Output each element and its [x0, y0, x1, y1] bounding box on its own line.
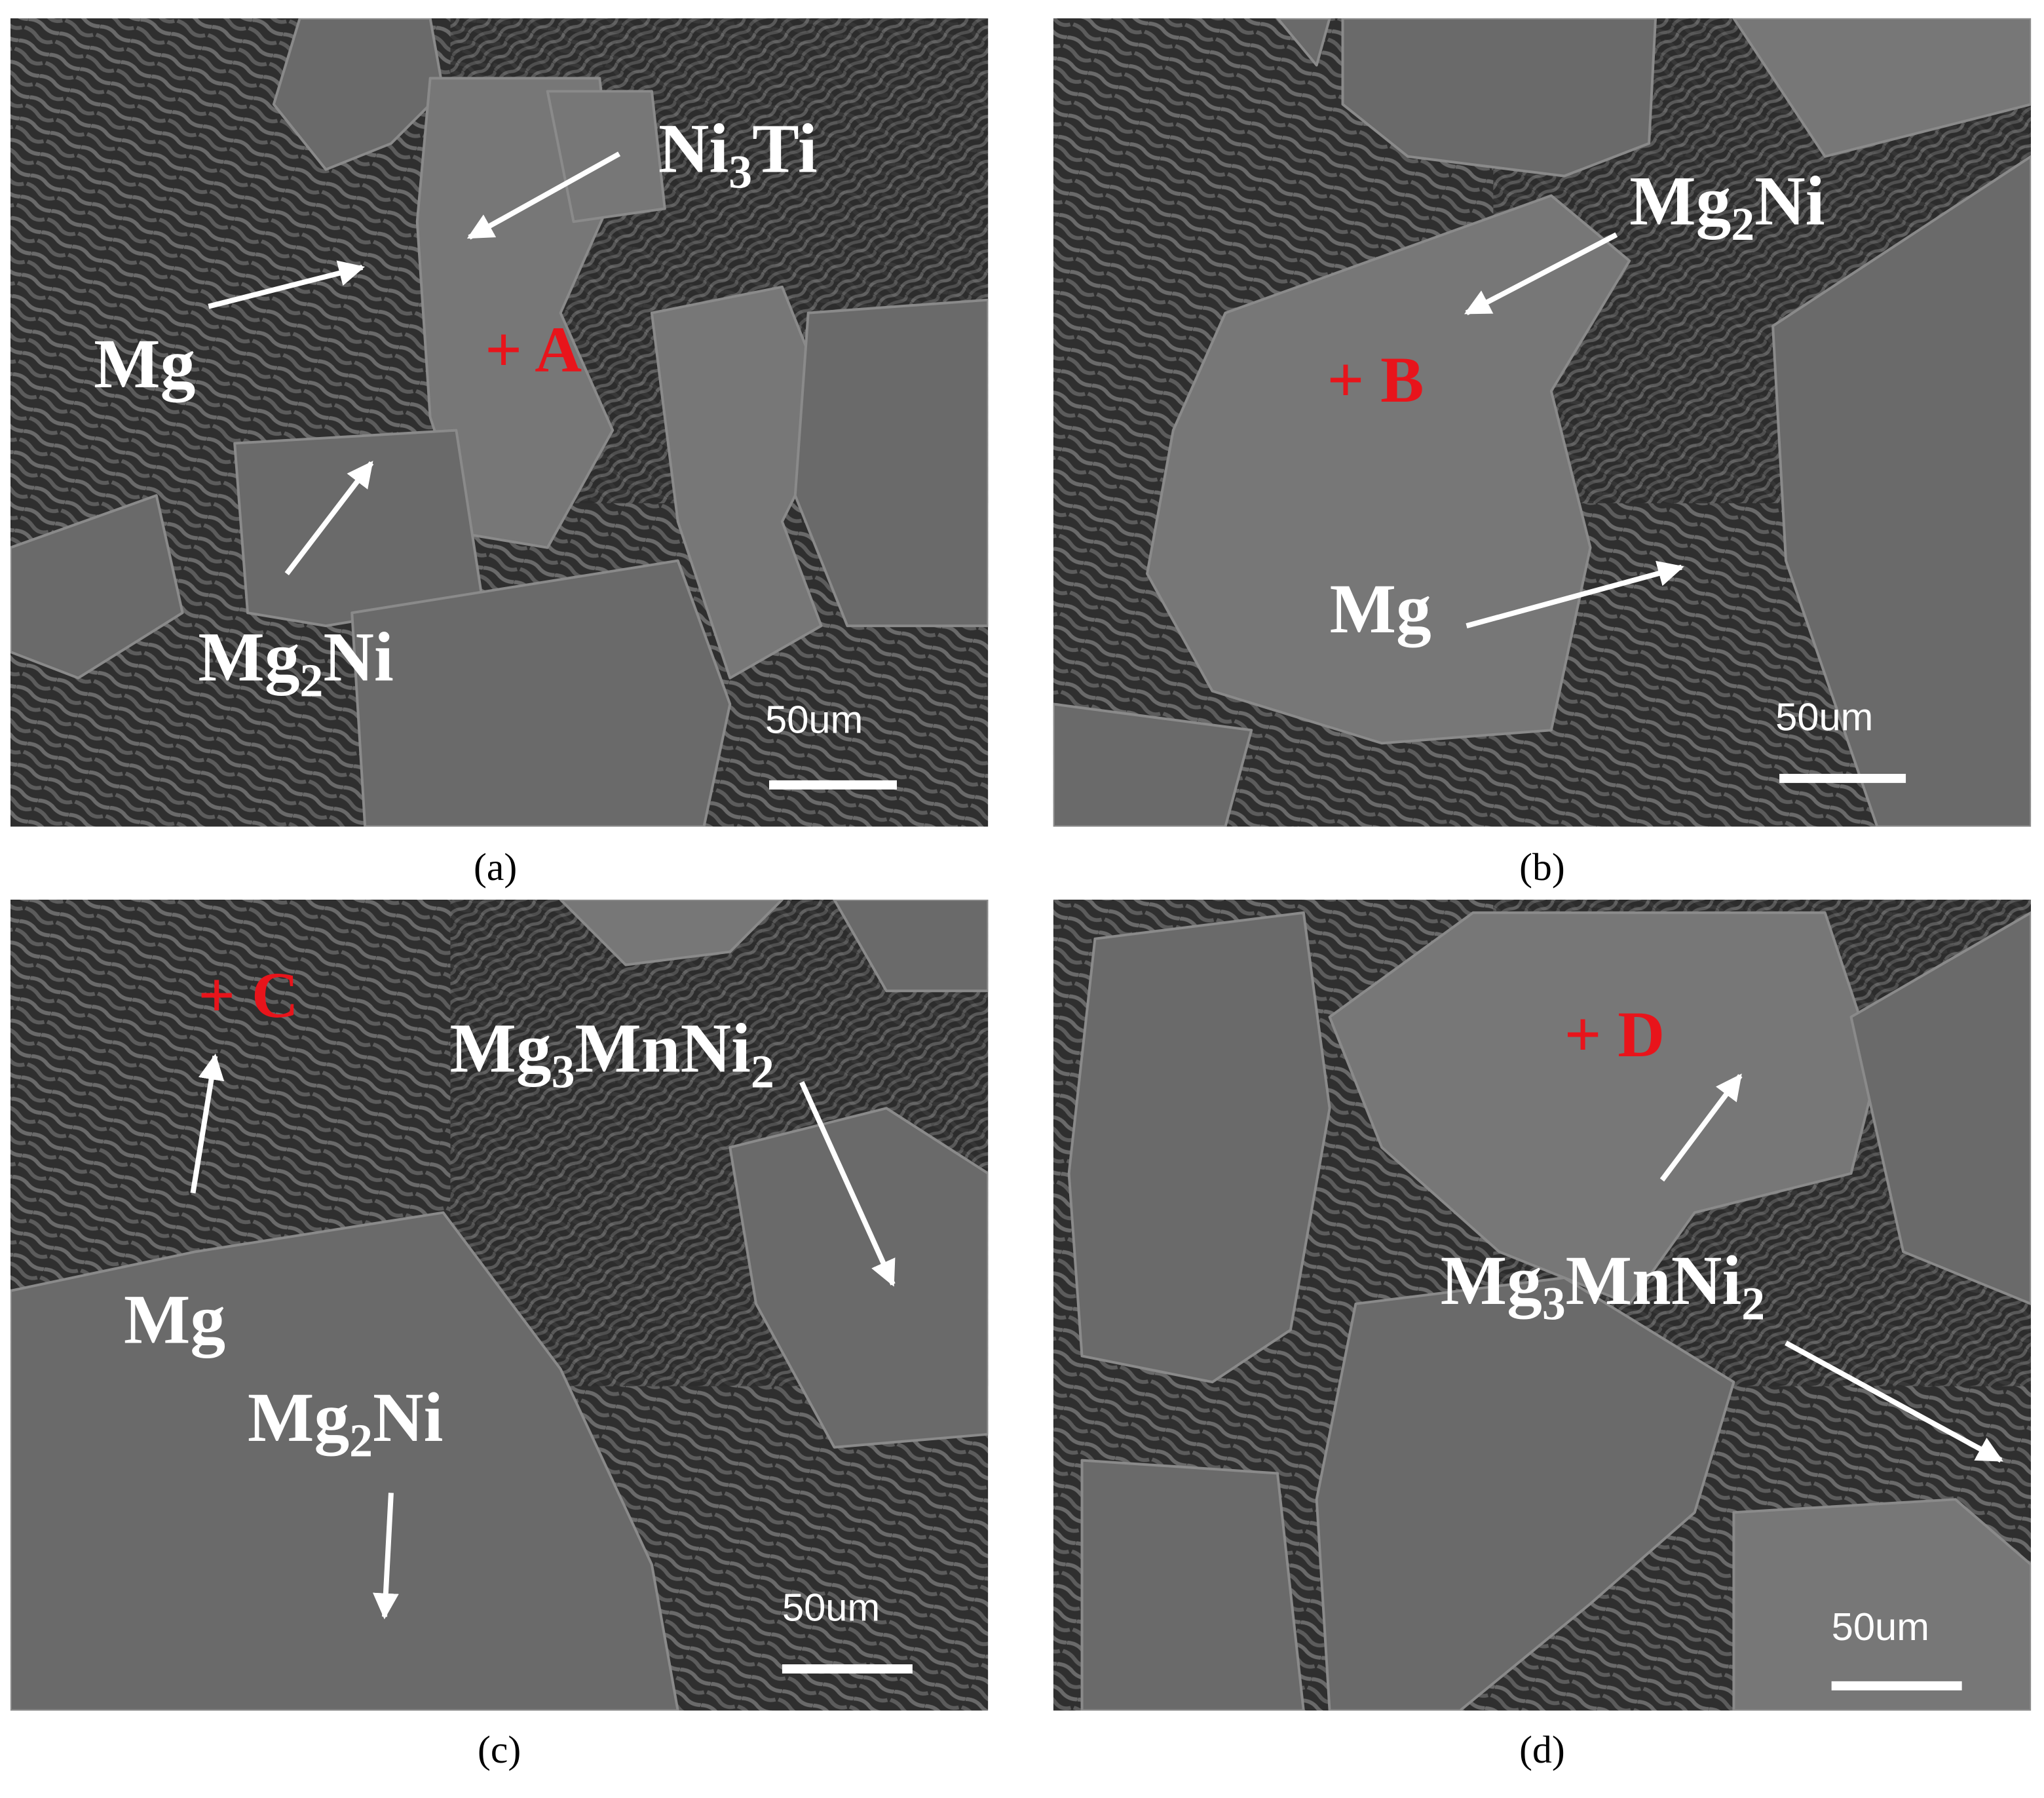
- phase-label: Mg2Ni: [1629, 162, 1825, 250]
- panel-caption: (a): [474, 845, 517, 889]
- panel: Mg3MnNi2 + D 50um (d): [1053, 899, 2032, 1771]
- arrow: [373, 1493, 399, 1620]
- point-marker: + C: [198, 959, 298, 1031]
- phase-label: Mg2Ni: [198, 619, 393, 707]
- phase-label: Mg3MnNi2: [1441, 1242, 1765, 1330]
- phase-region: [1067, 911, 1331, 1384]
- label-part: Mg: [94, 325, 195, 403]
- panel-caption: (c): [478, 1728, 521, 1771]
- phase-region: [10, 494, 184, 679]
- phase-region: [1732, 18, 2032, 158]
- phase-label: Mg2Ni: [248, 1379, 443, 1467]
- label-part: MnNi: [1566, 1242, 1742, 1320]
- phase-label: Ni3Ti: [658, 110, 818, 199]
- phase-region: [1771, 155, 2032, 827]
- label-part: Ni: [323, 619, 393, 697]
- phase-region: [1315, 1276, 1735, 1711]
- label-part: Mg: [1441, 1242, 1542, 1320]
- subscript: 3: [552, 1046, 575, 1098]
- scale-bar-label: 50um: [1775, 695, 1873, 738]
- label-part: Mg: [124, 1281, 225, 1359]
- label-part: Ni: [373, 1379, 443, 1457]
- label-part: Mg: [248, 1379, 349, 1457]
- label-part: Mg: [198, 619, 299, 697]
- subscript: 2: [1731, 199, 1754, 250]
- phase-region: [833, 899, 989, 993]
- micrograph: [1053, 18, 2032, 827]
- label-part: Mg: [449, 1010, 551, 1088]
- scale-bar-label: 50um: [765, 697, 863, 741]
- panel-caption: (d): [1519, 1728, 1565, 1771]
- arrow: [208, 260, 366, 309]
- phase-region: [793, 298, 989, 628]
- subscript: 2: [300, 655, 324, 707]
- phase-label: Mg: [1330, 570, 1431, 648]
- phase-label: Mg3MnNi2: [449, 1010, 774, 1098]
- label-part: Ni: [1754, 162, 1825, 240]
- subscript: 2: [751, 1046, 774, 1098]
- label-part: Ti: [752, 110, 818, 188]
- point-marker: + D: [1564, 998, 1665, 1071]
- panel-caption: (b): [1519, 845, 1565, 889]
- subscript: 3: [1542, 1278, 1566, 1330]
- phase-region: [1732, 1498, 2032, 1711]
- phase-region: [10, 1211, 679, 1711]
- label-part: MnNi: [575, 1010, 751, 1088]
- phase-label: Mg: [94, 325, 195, 403]
- phase-region: [1849, 911, 2032, 1305]
- phase-region: [559, 899, 784, 966]
- arrow: [1466, 560, 1684, 628]
- phase-region: [729, 1107, 989, 1449]
- phase-region: [233, 429, 484, 628]
- phase-region: [546, 90, 666, 223]
- subscript: 3: [729, 147, 752, 199]
- subscript: 2: [1741, 1278, 1765, 1330]
- arrow: [190, 1053, 225, 1194]
- subscript: 2: [349, 1415, 373, 1467]
- arrow: [284, 461, 374, 575]
- label-part: Mg: [1629, 162, 1731, 240]
- micrograph: [10, 899, 989, 1711]
- arrow: [1464, 232, 1618, 316]
- phase-region: [272, 18, 445, 171]
- micrograph: [1053, 899, 2032, 1711]
- micrograph: [10, 18, 989, 827]
- arrow: [466, 151, 621, 240]
- phase-region: [1341, 18, 1657, 178]
- scale-bar-label: 50um: [1832, 1605, 1929, 1649]
- phase-region: [650, 285, 836, 679]
- phase-label: Mg: [124, 1281, 225, 1359]
- label-part: Mg: [1330, 570, 1431, 648]
- phase-region: [1053, 702, 1253, 827]
- point-marker: + B: [1327, 343, 1424, 416]
- arrow: [1785, 1341, 2003, 1463]
- arrow: [799, 1081, 896, 1287]
- phase-region: [1080, 1459, 1305, 1711]
- label-part: Ni: [658, 110, 729, 188]
- phase-region: [350, 559, 732, 827]
- phase-region: [1328, 911, 1879, 1305]
- scale-bar-label: 50um: [782, 1585, 880, 1629]
- point-marker: + A: [485, 313, 582, 386]
- arrow: [1659, 1073, 1743, 1182]
- phase-region: [1276, 18, 1331, 67]
